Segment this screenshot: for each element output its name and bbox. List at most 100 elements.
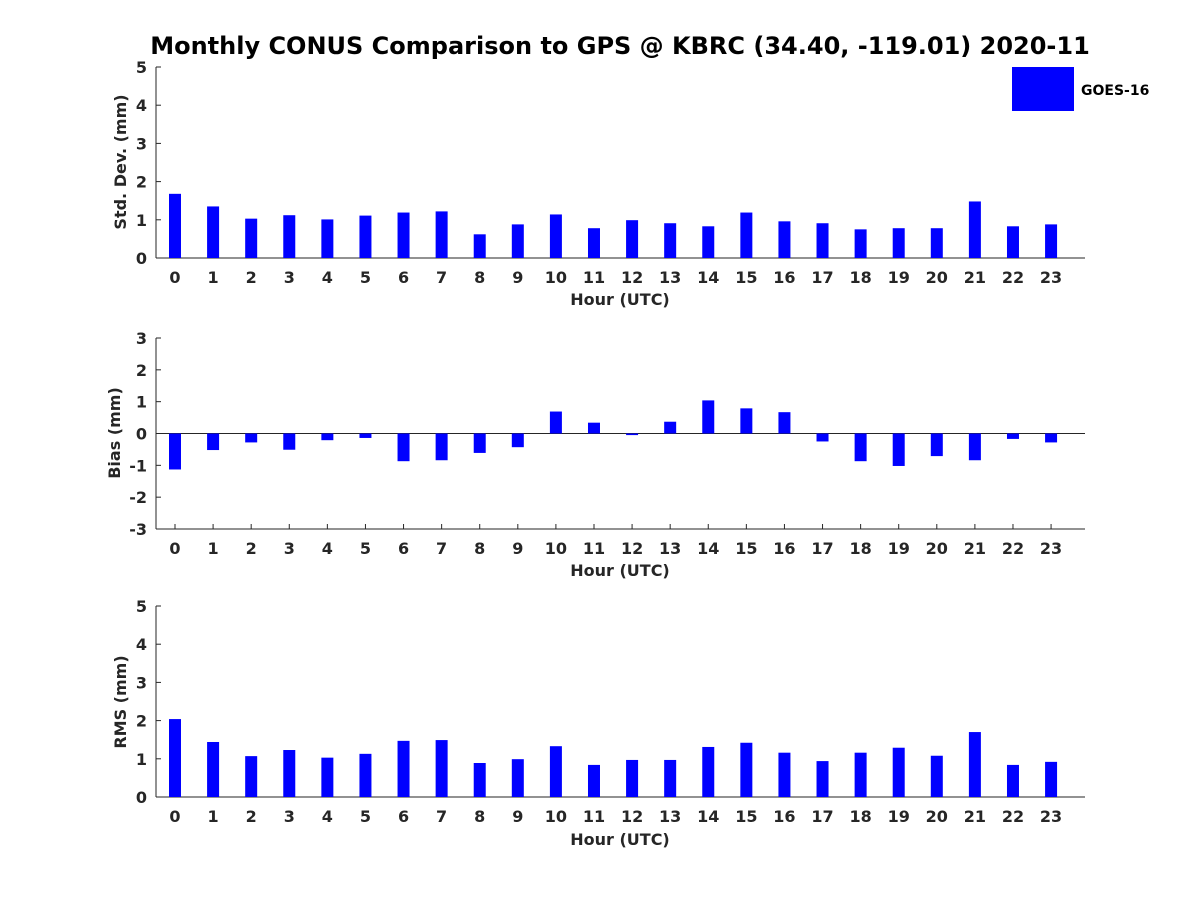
x-tick-label: 11	[583, 807, 605, 826]
y-tick-label: -3	[129, 520, 147, 539]
x-tick-label: 7	[436, 539, 447, 558]
bar-rms-hour-16	[778, 752, 791, 797]
x-tick-label: 12	[621, 268, 643, 287]
x-tick-label: 21	[964, 539, 986, 558]
y-tick-label: 4	[136, 635, 147, 654]
x-tick-label: 6	[398, 539, 409, 558]
x-tick-label: 2	[246, 268, 257, 287]
x-axis-label-rms: Hour (UTC)	[570, 830, 670, 849]
x-tick-label: 12	[621, 539, 643, 558]
bar-bias-hour-10	[549, 411, 562, 434]
x-tick-label: 13	[659, 268, 681, 287]
x-tick-label: 14	[697, 268, 719, 287]
bar-rms-hour-17	[816, 761, 829, 797]
x-tick-label: 16	[773, 268, 795, 287]
legend-swatch	[1012, 67, 1074, 111]
bar-rms-hour-23	[1045, 761, 1058, 797]
legend-label: GOES-16	[1081, 83, 1149, 99]
bar-std-hour-9	[511, 224, 524, 258]
bar-rms-hour-14	[702, 746, 715, 797]
x-tick-label: 17	[811, 268, 833, 287]
bar-std-hour-17	[816, 223, 829, 258]
x-tick-label: 18	[849, 539, 871, 558]
x-tick-label: 0	[169, 807, 180, 826]
x-tick-label: 22	[1002, 268, 1024, 287]
x-tick-label: 19	[888, 807, 910, 826]
bar-bias-hour-17	[816, 433, 829, 442]
bar-rms-hour-3	[283, 750, 296, 797]
bar-rms-hour-13	[664, 759, 677, 797]
x-tick-label: 10	[545, 807, 567, 826]
x-tick-label: 19	[888, 268, 910, 287]
bar-std-hour-4	[321, 219, 334, 258]
bar-rms-hour-7	[435, 740, 448, 797]
x-tick-label: 1	[208, 807, 219, 826]
bar-std-hour-13	[664, 223, 677, 258]
x-tick-label: 10	[545, 268, 567, 287]
bar-std-hour-12	[626, 220, 639, 258]
x-tick-label: 6	[398, 807, 409, 826]
x-tick-label: 13	[659, 807, 681, 826]
bar-bias-hour-2	[245, 433, 258, 443]
x-tick-label: 8	[474, 807, 485, 826]
x-tick-label: 5	[360, 539, 371, 558]
bar-bias-hour-6	[397, 433, 410, 462]
bar-std-hour-10	[549, 214, 562, 258]
x-tick-label: 16	[773, 807, 795, 826]
x-axis-label-bias: Hour (UTC)	[570, 561, 670, 580]
x-tick-label: 2	[246, 807, 257, 826]
y-axis-label-rms: RMS (mm)	[111, 655, 130, 748]
x-tick-label: 8	[474, 268, 485, 287]
bar-rms-hour-6	[397, 740, 410, 797]
x-tick-label: 1	[208, 268, 219, 287]
y-tick-label: 3	[136, 673, 147, 692]
x-tick-label: 10	[545, 539, 567, 558]
x-tick-label: 11	[583, 539, 605, 558]
bar-rms-hour-1	[207, 741, 220, 797]
bar-bias-hour-16	[778, 412, 791, 434]
bar-bias-hour-20	[930, 433, 943, 457]
x-tick-label: 14	[697, 539, 719, 558]
bar-bias-hour-0	[169, 433, 181, 470]
x-tick-label: 23	[1040, 268, 1062, 287]
y-tick-label: 0	[136, 425, 147, 444]
x-tick-label: 14	[697, 807, 719, 826]
x-tick-label: 9	[512, 539, 523, 558]
bar-std-hour-8	[473, 234, 486, 258]
bar-bias-hour-15	[740, 408, 753, 434]
bar-std-hour-7	[435, 211, 448, 258]
x-tick-label: 21	[964, 807, 986, 826]
bar-bias-hour-12	[626, 433, 639, 436]
y-tick-label: 5	[136, 597, 147, 616]
bar-std-hour-2	[245, 218, 258, 258]
bar-bias-hour-18	[854, 433, 867, 462]
y-tick-label: 0	[136, 788, 147, 807]
bar-bias-hour-14	[702, 400, 715, 434]
x-tick-label: 23	[1040, 807, 1062, 826]
bar-rms-hour-19	[892, 747, 905, 797]
bar-std-hour-15	[740, 212, 753, 258]
x-tick-label: 17	[811, 807, 833, 826]
bar-rms-hour-0	[169, 719, 181, 797]
y-tick-label: 1	[136, 750, 147, 769]
x-tick-label: 3	[284, 268, 295, 287]
bar-rms-hour-9	[511, 759, 524, 797]
x-tick-label: 20	[926, 539, 948, 558]
bar-bias-hour-9	[511, 433, 524, 448]
bar-std-hour-20	[930, 228, 943, 258]
bar-rms-hour-21	[968, 732, 981, 797]
x-tick-label: 20	[926, 807, 948, 826]
x-tick-label: 7	[436, 268, 447, 287]
x-tick-label: 2	[246, 539, 257, 558]
x-tick-label: 6	[398, 268, 409, 287]
bar-bias-hour-22	[1006, 433, 1019, 439]
x-tick-label: 7	[436, 807, 447, 826]
bar-bias-hour-11	[587, 422, 600, 434]
bar-bias-hour-5	[359, 433, 372, 438]
bar-bias-hour-3	[283, 433, 296, 450]
bar-std-hour-0	[169, 193, 181, 258]
x-tick-label: 11	[583, 268, 605, 287]
